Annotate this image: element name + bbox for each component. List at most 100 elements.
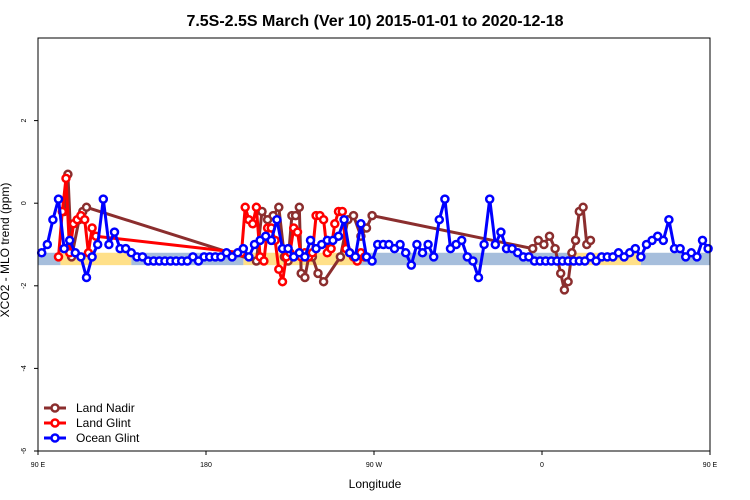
series-0-point-27 <box>367 210 377 221</box>
x-tick-label-0: 90 E <box>31 462 46 469</box>
legend-item-0: Land Nadir <box>44 401 135 415</box>
series-1-point-33 <box>318 214 329 225</box>
series-0-point-41 <box>585 235 596 246</box>
series-1-point-17 <box>259 256 269 266</box>
series-2-point-106 <box>630 243 641 254</box>
series-2-point-3 <box>53 194 64 204</box>
series-0-point-39 <box>578 202 588 213</box>
series-layer <box>36 169 713 295</box>
y-tick-label-3: 0 <box>21 201 28 205</box>
y-axis-ticks: -6 -4 -2 0 2 <box>21 119 38 454</box>
series-1-point-2 <box>61 173 71 184</box>
series-2-point-11 <box>98 194 109 204</box>
series-2-point-114 <box>675 243 685 254</box>
series-2-point-118 <box>697 235 708 246</box>
legend-item-1: Land Glint <box>44 416 131 430</box>
legend-label-2: Ocean Glint <box>76 431 140 445</box>
series-2-point-1 <box>42 239 53 250</box>
series-0-point-32 <box>550 243 560 254</box>
series-0-point-28 <box>527 243 538 254</box>
series-1-point-26 <box>292 227 303 237</box>
series-2-point-57 <box>356 219 366 229</box>
y-axis-label: XCO2 - MLO trend (ppm) <box>0 183 12 318</box>
series-2-point-8 <box>81 272 92 283</box>
series-2-point-111 <box>658 235 669 246</box>
series-2-point-41 <box>266 235 277 246</box>
series-1-point-9 <box>87 223 97 233</box>
y-tick-label-4: 2 <box>21 119 28 123</box>
series-2-point-71 <box>434 214 445 225</box>
series-0-point-34 <box>559 285 570 295</box>
series-2-point-53 <box>333 231 344 241</box>
series-0-point-10 <box>274 202 284 213</box>
series-1-point-12 <box>240 202 250 213</box>
series-2-point-117 <box>692 252 702 262</box>
series-0-point-33 <box>555 268 566 279</box>
series-0-point-35 <box>563 276 573 287</box>
series-2-point-67 <box>412 239 422 250</box>
legend-item-2: Ocean Glint <box>44 431 140 445</box>
series-1-point-35 <box>326 243 336 254</box>
series-1-point-38 <box>337 206 348 217</box>
series-2-point-80 <box>484 194 495 204</box>
series-0-point-20 <box>313 268 323 279</box>
series-2-point-65 <box>400 248 411 258</box>
series-0-point-14 <box>290 210 301 221</box>
series-1-point-7 <box>79 214 90 225</box>
series-2-point-5 <box>64 235 75 246</box>
series-2-point-7 <box>76 252 86 262</box>
x-axis-label: Longitude <box>349 477 402 491</box>
series-2-point-44 <box>283 243 293 254</box>
series-2-point-82 <box>496 227 506 237</box>
series-0-point-36 <box>567 248 577 258</box>
series-0-point-21 <box>318 276 329 287</box>
series-1-point-14 <box>247 219 258 229</box>
series-2-point-10 <box>92 239 103 250</box>
series-1-point-15 <box>251 202 262 213</box>
chart-title: 7.5S-2.5S March (Ver 10) 2015-01-01 to 2… <box>186 13 563 30</box>
series-0-point-5 <box>81 202 92 213</box>
x-tick-label-2: 90 W <box>366 462 383 469</box>
series-2-point-70 <box>428 252 439 262</box>
legend-marker-2 <box>50 433 60 443</box>
series-2-point-56 <box>350 252 361 262</box>
series-2-point-107 <box>636 252 646 262</box>
series-0-point-24 <box>348 210 359 221</box>
y-tick-label-0: -6 <box>21 448 28 454</box>
series-2-point-69 <box>423 239 433 250</box>
series-2-point-77 <box>468 256 478 266</box>
series-2-point-119 <box>703 243 713 254</box>
series-2-point-75 <box>456 235 467 246</box>
x-tick-label-4: 90 E <box>703 462 718 469</box>
series-2-point-0 <box>36 248 47 258</box>
series-2 <box>36 194 713 283</box>
series-2-point-68 <box>417 248 428 258</box>
series-0-point-30 <box>539 239 549 250</box>
series-2-point-47 <box>300 252 310 262</box>
series-2-point-4 <box>59 243 69 254</box>
series-0-point-31 <box>544 231 555 241</box>
series-2-point-36 <box>238 243 249 254</box>
series-2-point-81 <box>490 239 501 250</box>
series-2-point-2 <box>48 214 58 225</box>
series-1-point-22 <box>277 276 288 287</box>
series-2-point-59 <box>367 256 377 266</box>
series-2-point-13 <box>109 227 120 237</box>
series-2-point-48 <box>305 235 316 246</box>
series-1-point-36 <box>330 219 340 229</box>
legend-marker-0 <box>50 403 60 413</box>
y-tick-label-1: -4 <box>21 365 28 371</box>
x-tick-label-3: 0 <box>540 462 544 469</box>
series-1-point-21 <box>274 264 284 275</box>
series-0-point-15 <box>294 202 305 213</box>
series-2-point-72 <box>440 194 450 204</box>
series-2-point-64 <box>395 239 405 250</box>
legend-label-1: Land Glint <box>76 416 131 430</box>
x-tick-label-1: 180 <box>200 462 212 469</box>
series-2-point-42 <box>272 214 282 225</box>
series-2-point-78 <box>473 272 484 283</box>
series-0-point-17 <box>300 272 310 283</box>
x-axis-ticks: 90 E 180 90 W 0 90 E <box>31 451 718 469</box>
